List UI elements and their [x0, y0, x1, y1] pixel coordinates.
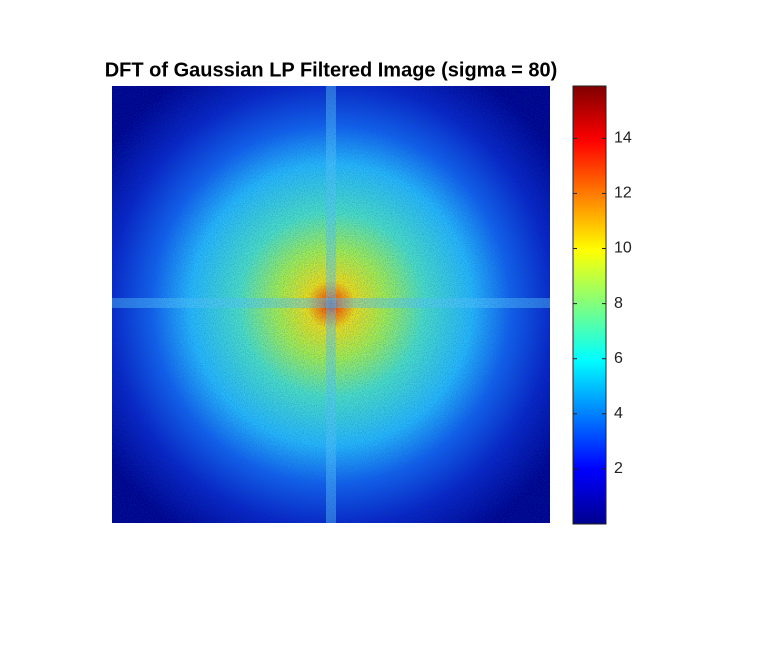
colorbar-tick-label: 12: [614, 185, 632, 202]
noise-texture: [112, 86, 550, 523]
chart-title: DFT of Gaussian LP Filtered Image (sigma…: [105, 59, 558, 81]
colorbar: [572, 85, 607, 525]
colorbar-tick-label: 10: [614, 240, 632, 257]
heatmap-image: [112, 86, 550, 523]
colorbar-tick-label: 14: [614, 130, 632, 147]
colorbar-tick-label: 4: [614, 405, 623, 422]
colorbar-tick-label: 8: [614, 295, 623, 312]
colorbar-tick-label: 2: [614, 460, 623, 477]
colorbar-tick-label: 6: [614, 350, 623, 367]
